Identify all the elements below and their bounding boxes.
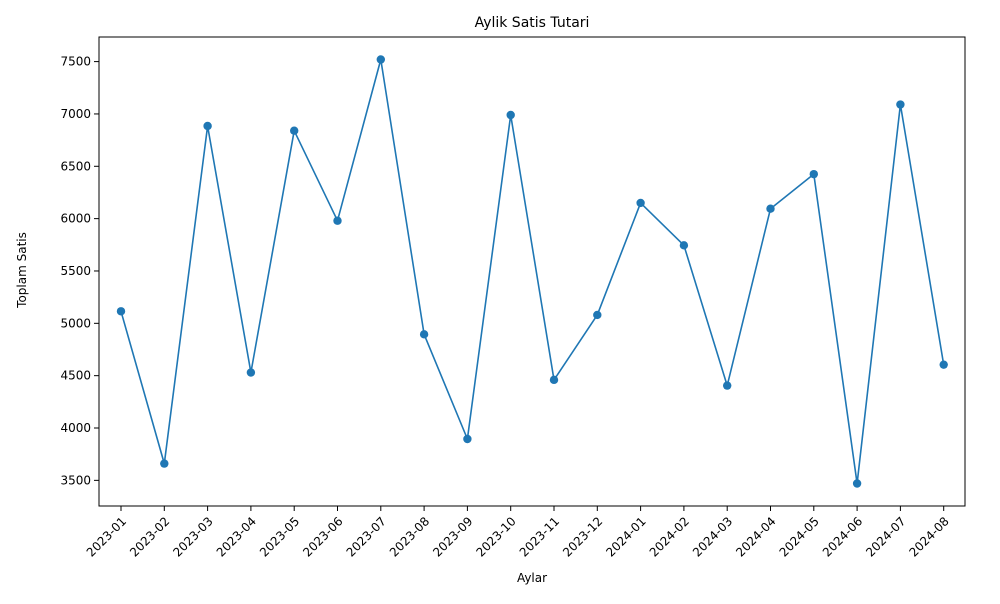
y-tick-label: 3500 [60,473,91,487]
data-point [160,459,169,468]
data-point [246,368,256,377]
data-point [203,121,212,131]
x-tick-label: 2024-08 [906,514,951,559]
data-point [766,204,775,213]
y-tick-label: 5000 [60,316,91,330]
data-point [376,55,385,64]
x-tick-label: 2023-04 [214,514,259,559]
x-tick-label: 2023-05 [257,514,302,559]
x-tick-label: 2023-10 [473,514,518,559]
x-axis-ticks: 2023-012023-022023-032023-042023-052023-… [84,506,952,560]
data-series [116,55,948,488]
y-tick-label: 4000 [60,421,91,435]
y-tick-label: 6000 [60,212,91,226]
x-tick-label: 2024-07 [863,514,908,559]
y-axis-label: Toplam Satis [15,232,29,309]
y-tick-label: 4500 [60,369,91,383]
data-point [593,310,602,320]
x-tick-label: 2023-12 [560,514,605,559]
data-point [896,100,905,109]
x-axis-label: Aylar [517,571,547,585]
data-point [679,241,689,250]
x-tick-label: 2024-05 [777,514,822,559]
y-tick-label: 7000 [60,107,91,121]
data-point [290,126,299,135]
data-point [419,330,429,339]
series-line [120,58,945,485]
plot-area-frame [98,36,966,507]
x-tick-label: 2023-09 [430,514,475,559]
data-point [116,307,126,316]
data-point [723,381,732,390]
data-point [463,434,472,444]
data-point [506,110,515,120]
x-tick-label: 2023-06 [300,514,345,559]
x-tick-label: 2023-01 [84,514,129,559]
x-tick-label: 2024-04 [733,514,778,559]
y-tick-label: 7500 [60,55,91,69]
data-point [636,198,645,208]
data-point [333,216,342,225]
chart-title: Aylik Satis Tutari [475,15,590,31]
x-tick-label: 2023-11 [517,514,562,559]
data-point [939,360,948,369]
data-point [549,375,559,385]
x-tick-label: 2024-01 [603,514,648,559]
y-tick-label: 5500 [60,264,91,278]
x-tick-label: 2024-02 [647,514,692,559]
x-tick-label: 2023-07 [344,514,389,559]
x-tick-label: 2023-08 [387,514,432,559]
data-point [852,479,862,488]
x-tick-label: 2023-03 [170,514,215,559]
y-tick-label: 6500 [60,159,91,173]
x-tick-label: 2023-02 [127,514,172,559]
x-tick-label: 2024-03 [690,514,735,559]
x-tick-label: 2024-06 [820,514,865,559]
data-point [809,169,818,179]
y-axis-ticks: 3500 4000 4500 5000 5500 6000 6500 7000 7500 [60,55,99,487]
